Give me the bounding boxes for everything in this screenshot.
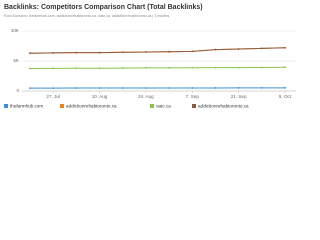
data-point xyxy=(237,48,240,50)
legend-swatch xyxy=(150,104,154,108)
legend-label: addictionrehabtoronto.ca xyxy=(198,103,249,108)
data-point xyxy=(52,67,55,70)
data-point xyxy=(191,50,194,53)
data-point xyxy=(284,46,286,49)
data-point xyxy=(168,67,170,69)
data-point xyxy=(29,67,31,70)
data-point xyxy=(75,51,78,54)
data-point xyxy=(168,50,170,53)
data-point xyxy=(98,87,101,89)
data-point xyxy=(214,87,217,89)
data-point xyxy=(29,87,31,90)
x-tick-label: 7. Sep xyxy=(186,94,200,99)
data-point xyxy=(121,51,124,54)
y-tick-label: 0 xyxy=(16,88,19,93)
data-point xyxy=(260,47,263,50)
data-point xyxy=(52,87,55,90)
data-point xyxy=(52,52,55,54)
data-point xyxy=(237,66,240,69)
data-point xyxy=(121,87,124,89)
data-point xyxy=(121,67,124,69)
chart-subtitle: Root Domains: thefarmhub.com, addictionr… xyxy=(4,14,169,18)
data-point xyxy=(75,67,78,70)
data-point xyxy=(284,86,286,89)
data-point xyxy=(145,67,147,69)
data-point xyxy=(260,86,263,89)
data-point xyxy=(260,66,263,69)
data-point xyxy=(191,66,194,69)
chart-title: Backlinks: Competitors Comparison Chart … xyxy=(4,4,203,11)
legend-swatch xyxy=(60,104,64,108)
y-tick-label: 10K xyxy=(11,28,20,33)
data-point xyxy=(75,87,78,89)
x-tick-label: 24. Aug xyxy=(138,94,154,99)
data-point xyxy=(98,51,101,54)
x-tick-label: 5. Oct xyxy=(279,94,292,99)
legend-swatch xyxy=(192,104,196,108)
data-point xyxy=(145,87,147,89)
data-point xyxy=(214,66,217,69)
data-point xyxy=(98,67,101,70)
legend-label: addictionrehabtoronto.ca xyxy=(66,103,117,108)
x-tick-label: 21. Sep xyxy=(231,94,247,99)
legend-swatch xyxy=(4,104,8,108)
data-point xyxy=(214,48,217,51)
data-point xyxy=(168,87,170,89)
legend-label: oatc.ca xyxy=(156,103,171,108)
chart: Backlinks: Competitors Comparison Chart … xyxy=(4,4,296,108)
series-line xyxy=(29,66,286,69)
x-tick-label: 27. Jul xyxy=(46,94,60,99)
x-tick-label: 10. Aug xyxy=(92,94,108,99)
data-point xyxy=(237,86,240,89)
data-point xyxy=(191,87,194,89)
series-line xyxy=(29,47,286,54)
data-point xyxy=(29,52,31,55)
y-tick-label: 5K xyxy=(13,58,20,63)
legend-label: thefarmhub.com xyxy=(10,103,43,108)
data-point xyxy=(145,51,147,53)
data-point xyxy=(284,66,286,69)
